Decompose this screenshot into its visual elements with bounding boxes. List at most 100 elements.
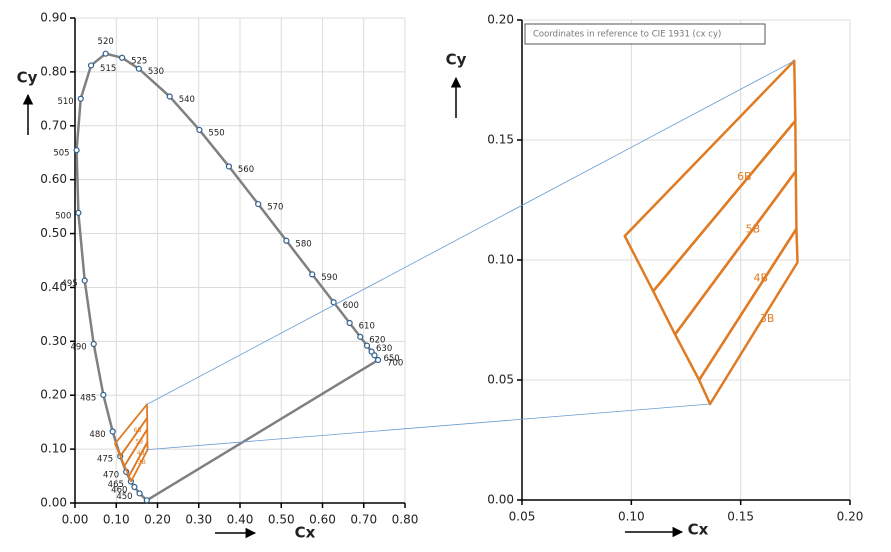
y-tick-label: 0.40	[40, 280, 67, 294]
x-tick-label: 0.60	[309, 513, 336, 527]
y-tick-label: 0.10	[40, 442, 67, 456]
x-tick-label: 0.10	[103, 513, 130, 527]
y-axis-label: Cy	[446, 51, 467, 69]
x-tick-label: 0.10	[618, 510, 645, 524]
locus-point	[90, 340, 97, 348]
y-tick-label: 0.90	[40, 11, 67, 25]
x-tick-label: 0.50	[268, 513, 295, 527]
locus-point	[225, 163, 233, 170]
x-axis-label: Cx	[295, 524, 316, 542]
wavelength-label: 530	[148, 67, 164, 77]
locus-point	[255, 200, 262, 208]
bin-region	[673, 169, 798, 382]
wavelength-label: 520	[98, 37, 114, 47]
wavelength-label: 505	[53, 149, 69, 159]
wavelength-label: 470	[103, 470, 119, 480]
wavelength-label: 495	[61, 279, 77, 289]
wavelength-label: 450	[116, 492, 132, 502]
y-axis-label: Cy	[17, 69, 38, 87]
bin-label: 3B	[138, 459, 146, 466]
annotation-box: Coordinates in reference to CIE 1931 (cx…	[524, 23, 766, 45]
wavelength-label: 600	[343, 301, 359, 311]
locus-point	[309, 271, 316, 278]
locus-point	[87, 62, 95, 69]
wavelength-label: 650	[383, 354, 399, 364]
locus-point	[119, 54, 126, 61]
x-tick-label: 0.80	[392, 513, 419, 527]
zoom-connector	[147, 403, 711, 451]
annotation-frame	[524, 23, 766, 45]
y-tick-label: 0.00	[487, 493, 514, 507]
y-tick-label: 0.30	[40, 334, 67, 348]
y-tick-label: 0.50	[40, 226, 67, 240]
wavelength-label: 475	[97, 455, 113, 465]
x-axis-label: Cx	[688, 521, 709, 539]
locus-point	[283, 237, 290, 244]
x-tick-label: 0.00	[62, 513, 89, 527]
wavelength-label: 570	[267, 203, 283, 213]
wavelength-label: 510	[57, 97, 73, 107]
y-tick-label: 0.80	[40, 64, 67, 78]
wavelength-label: 630	[376, 344, 392, 354]
y-tick-label: 0.70	[40, 118, 67, 132]
locus-point	[346, 319, 353, 327]
locus-point	[196, 126, 203, 134]
x-tick-label: 0.15	[727, 510, 754, 524]
locus-point	[109, 428, 116, 435]
wavelength-label: 515	[100, 64, 116, 74]
y-tick-label: 0.10	[487, 253, 514, 267]
bin-region	[651, 119, 798, 336]
locus-point	[77, 95, 84, 102]
locus-point	[330, 299, 337, 306]
bin-region	[697, 227, 799, 406]
bin-label: 6B	[737, 170, 752, 183]
locus-point	[166, 93, 173, 100]
bin-region	[114, 403, 149, 458]
zoom-connector	[146, 60, 795, 405]
x-tick-label: 0.20	[837, 510, 864, 524]
wavelength-label: 465	[108, 480, 124, 490]
locus-point	[102, 50, 109, 57]
wavelength-label: 540	[179, 95, 195, 105]
bin-region	[623, 59, 797, 293]
bin-label: 3B	[760, 312, 775, 325]
locus-point	[143, 497, 150, 504]
locus-point	[357, 333, 364, 340]
locus-point	[371, 352, 378, 359]
wavelength-label: 550	[208, 128, 224, 138]
wavelength-label: 620	[369, 335, 385, 345]
wavelength-label: 610	[359, 322, 375, 332]
locus-point	[131, 483, 138, 491]
wavelength-label: 560	[238, 165, 254, 175]
x-tick-label: 0.05	[509, 510, 536, 524]
wavelength-label: 525	[131, 56, 147, 66]
annotation: Coordinates in reference to CIE 1931 (cx…	[533, 30, 721, 40]
wavelength-label: 590	[321, 273, 337, 283]
x-tick-label: 0.20	[144, 513, 171, 527]
locus-point	[73, 147, 80, 154]
wavelength-label: 580	[295, 239, 311, 249]
x-tick-label: 0.40	[227, 513, 254, 527]
x-tick-label: 0.30	[185, 513, 212, 527]
y-tick-label: 0.00	[40, 496, 67, 510]
locus-point	[100, 391, 107, 398]
wavelength-label: 700	[387, 359, 403, 369]
wavelength-label: 485	[80, 393, 96, 403]
y-tick-label: 0.15	[487, 133, 514, 147]
y-tick-label: 0.60	[40, 172, 67, 186]
y-tick-label: 0.20	[40, 388, 67, 402]
wavelength-label: 480	[89, 430, 105, 440]
wavelength-label: 500	[55, 211, 71, 221]
bin-label: 4B	[754, 272, 769, 285]
x-tick-label: 0.70	[350, 513, 377, 527]
locus-point	[135, 65, 142, 72]
y-tick-label: 0.20	[487, 13, 514, 27]
y-tick-label: 0.05	[487, 373, 514, 387]
locus-point	[374, 356, 382, 364]
locus-point	[81, 277, 88, 284]
locus-point	[136, 490, 143, 497]
wavelength-label: 490	[70, 343, 86, 353]
locus-point	[75, 209, 82, 216]
purple-line	[146, 358, 379, 502]
